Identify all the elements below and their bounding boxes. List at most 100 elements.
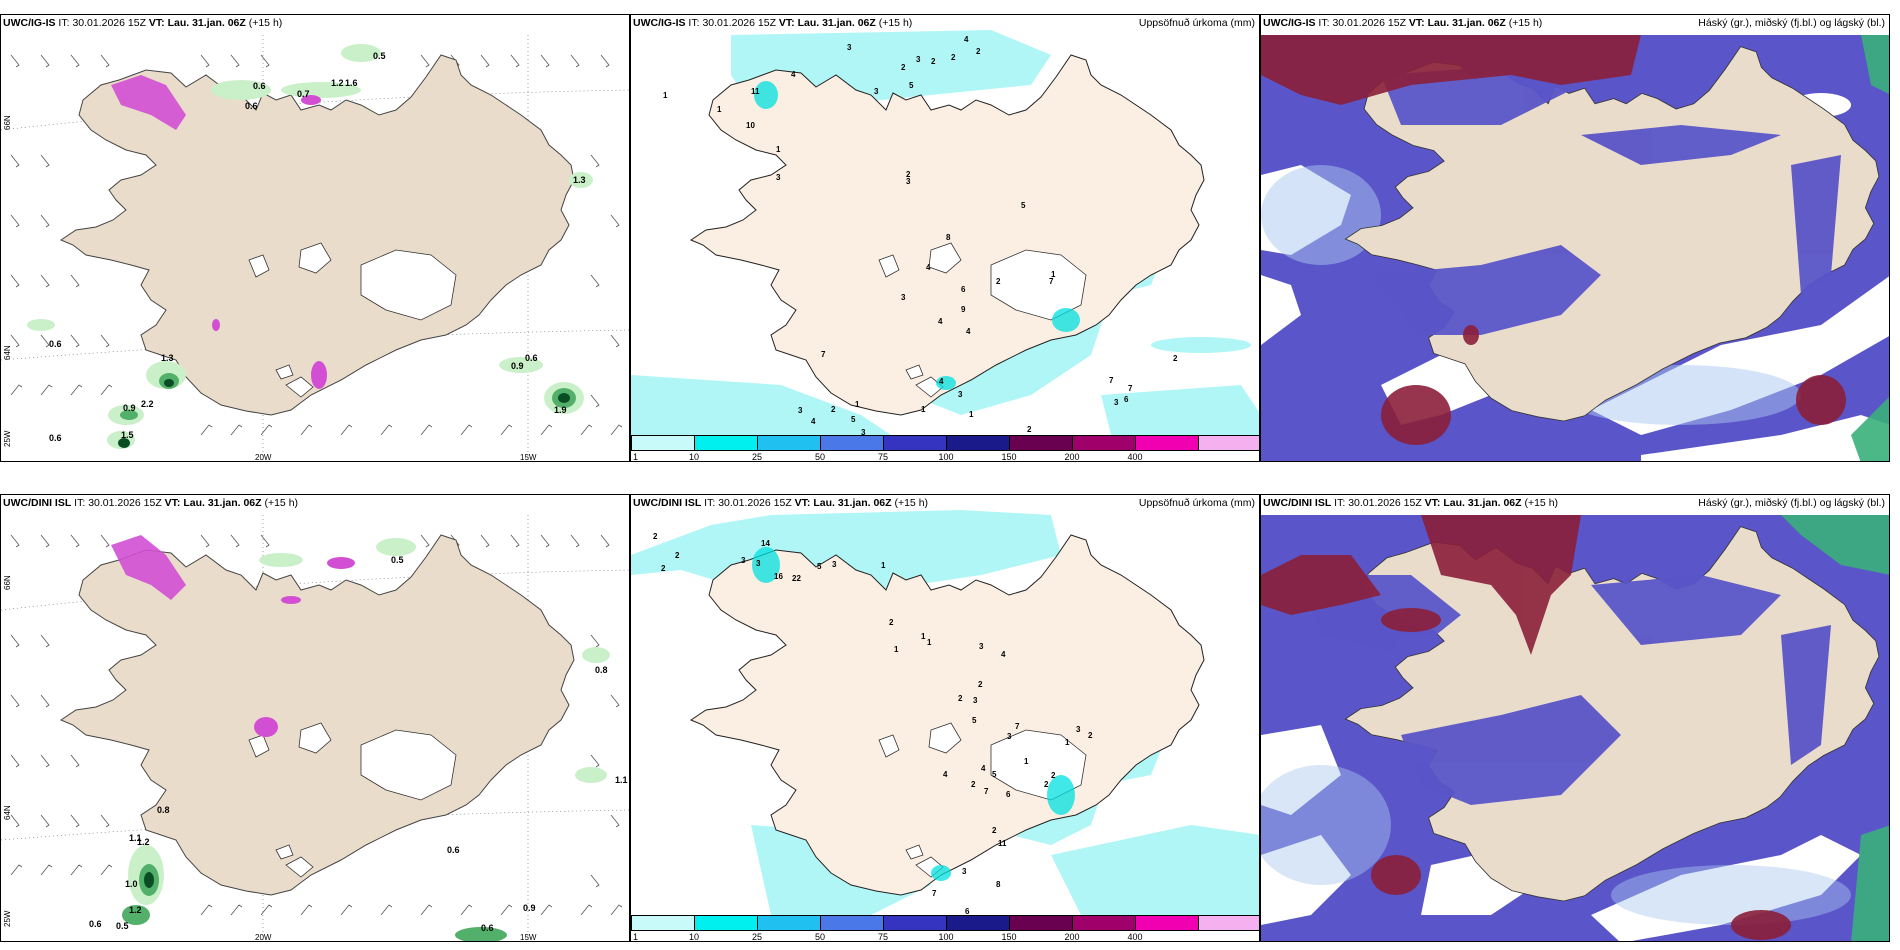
axis-label-lat: 64N bbox=[3, 345, 12, 360]
colorbar: 1 10 25 50 75 100 150 200 400 bbox=[631, 913, 1259, 942]
value-label: 0.6 bbox=[89, 919, 102, 929]
panel-title: UWC/DINI ISL IT: 30.01.2026 15Z VT: Lau.… bbox=[633, 497, 929, 509]
precip-value: 1 bbox=[881, 561, 886, 570]
value-label: 2.2 bbox=[141, 399, 154, 409]
colorbar-swatch bbox=[883, 915, 947, 931]
precip-value: 2 bbox=[906, 170, 911, 179]
colorbar-label: 75 bbox=[877, 932, 889, 942]
axis-label-lon: 15W bbox=[520, 933, 537, 942]
axis-label-lon: 20W bbox=[255, 933, 272, 942]
colorbar-swatch bbox=[883, 435, 947, 451]
precip-value: 1 bbox=[921, 405, 926, 414]
colorbar-label: 150 bbox=[1001, 452, 1017, 462]
precip-value: 2 bbox=[1027, 425, 1032, 434]
precip-value: 2 bbox=[675, 551, 680, 560]
colorbar-swatch bbox=[1072, 435, 1136, 451]
colorbar-swatch bbox=[757, 435, 821, 451]
value-label: 0.8 bbox=[595, 665, 608, 675]
snow-wind-map-bottom: UWC/DINI ISL IT: 30.01.2026 15Z VT: Lau.… bbox=[0, 494, 630, 942]
cloud-cover-map-top: UWC/IG-IS IT: 30.01.2026 15Z VT: Lau. 31… bbox=[1260, 14, 1890, 462]
colorbar-swatch bbox=[820, 435, 884, 451]
precip-value: 5 bbox=[972, 716, 977, 725]
axis-label-lat: 64N bbox=[3, 805, 12, 820]
precip-value: 2 bbox=[831, 405, 836, 414]
map-canvas bbox=[1261, 35, 1889, 461]
colorbar-label: 100 bbox=[938, 932, 954, 942]
colorbar-swatch bbox=[631, 915, 695, 931]
high-cloud-areas bbox=[1261, 35, 1846, 445]
colorbar-swatch bbox=[820, 915, 884, 931]
precip-value: 3 bbox=[973, 696, 978, 705]
precip-value: 2 bbox=[901, 63, 906, 72]
precip-value: 4 bbox=[1001, 650, 1006, 659]
precip-value: 3 bbox=[861, 428, 866, 437]
precip-value: 1 bbox=[776, 145, 781, 154]
value-label: 0.5 bbox=[391, 555, 404, 565]
precip-value: 7 bbox=[1109, 376, 1114, 385]
value-label: 0.6 bbox=[447, 845, 460, 855]
panel-title: UWC/DINI ISL IT: 30.01.2026 15Z VT: Lau.… bbox=[1263, 497, 1559, 509]
precip-value: 2 bbox=[978, 680, 983, 689]
panel-title: UWC/IG-IS IT: 30.01.2026 15Z VT: Lau. 31… bbox=[1263, 17, 1543, 29]
value-label: 1.2 bbox=[129, 905, 142, 915]
cloud-cover-map-bottom: UWC/DINI ISL IT: 30.01.2026 15Z VT: Lau.… bbox=[1260, 494, 1890, 942]
value-label: 1.3 bbox=[573, 175, 586, 185]
axis-label-lon: 25W bbox=[3, 430, 12, 447]
colorbar-label: 150 bbox=[1001, 932, 1017, 942]
colorbar-label: 50 bbox=[814, 452, 826, 462]
precip-value: 2 bbox=[1044, 780, 1049, 789]
colorbar-label: 200 bbox=[1064, 452, 1080, 462]
precip-value: 8 bbox=[996, 880, 1001, 889]
value-label: 1.3 bbox=[161, 353, 174, 363]
precip-value: 1 bbox=[969, 410, 974, 419]
precip-value: 6 bbox=[1006, 790, 1011, 799]
precip-value: 5 bbox=[909, 81, 914, 90]
map-canvas bbox=[1, 34, 629, 461]
precip-value: 4 bbox=[791, 70, 796, 79]
precip-value: 4 bbox=[964, 35, 969, 44]
panel-subtitle: Uppsöfnuð úrkoma (mm) bbox=[1138, 497, 1255, 509]
panel-subtitle: Háský (gr.), miðský (fj.bl.) og lágský (… bbox=[1698, 497, 1885, 509]
value-label: 0.6 bbox=[245, 101, 258, 111]
precip-value: 4 bbox=[938, 317, 943, 326]
precip-value: 2 bbox=[889, 618, 894, 627]
value-label: 0.6 bbox=[253, 81, 266, 91]
precip-heavy bbox=[752, 547, 1075, 881]
value-label: 0.6 bbox=[49, 339, 62, 349]
precip-value: 3 bbox=[756, 559, 761, 568]
precip-value: 1 bbox=[1024, 757, 1029, 766]
precip-value: 2 bbox=[996, 277, 1001, 286]
value-label: 1.1 bbox=[129, 833, 142, 843]
precip-value: 1 bbox=[927, 638, 932, 647]
accum-precip-map-bottom: UWC/DINI ISL IT: 30.01.2026 15Z VT: Lau.… bbox=[630, 494, 1260, 942]
value-label: 0.9 bbox=[511, 361, 524, 371]
colorbar-swatch bbox=[946, 435, 1010, 451]
precip-value: 3 bbox=[962, 867, 967, 876]
precip-value: 5 bbox=[1021, 201, 1026, 210]
colorbar-swatch bbox=[1198, 915, 1259, 931]
precip-value: 3 bbox=[1114, 398, 1119, 407]
precip-value: 3 bbox=[1007, 732, 1012, 741]
precip-value: 3 bbox=[979, 642, 984, 651]
colorbar-label: 25 bbox=[751, 932, 763, 942]
value-label: 1.6 bbox=[345, 78, 358, 88]
precip-value: 14 bbox=[761, 539, 770, 548]
precip-value: 1 bbox=[1051, 270, 1056, 279]
precip-value: 3 bbox=[906, 177, 911, 186]
axis-label-lon: 15W bbox=[520, 453, 537, 462]
panel-title: UWC/IG-IS IT: 30.01.2026 15Z VT: Lau. 31… bbox=[633, 17, 913, 29]
precip-value: 5 bbox=[817, 562, 822, 571]
precip-value: 3 bbox=[916, 55, 921, 64]
map-canvas bbox=[1261, 515, 1889, 941]
precip-value: 2 bbox=[931, 57, 936, 66]
precip-value: 3 bbox=[847, 43, 852, 52]
precip-value: 4 bbox=[981, 764, 986, 773]
precip-value: 6 bbox=[965, 907, 970, 916]
panel-title: UWC/IG-IS IT: 30.01.2026 15Z VT: Lau. 31… bbox=[3, 17, 283, 29]
value-label: 1.9 bbox=[554, 405, 567, 415]
value-label: 0.9 bbox=[523, 903, 536, 913]
precip-value: 2 bbox=[1051, 771, 1056, 780]
high-cloud-areas bbox=[1261, 515, 1791, 940]
precip-value: 7 bbox=[821, 350, 826, 359]
colorbar-swatch bbox=[1135, 915, 1199, 931]
